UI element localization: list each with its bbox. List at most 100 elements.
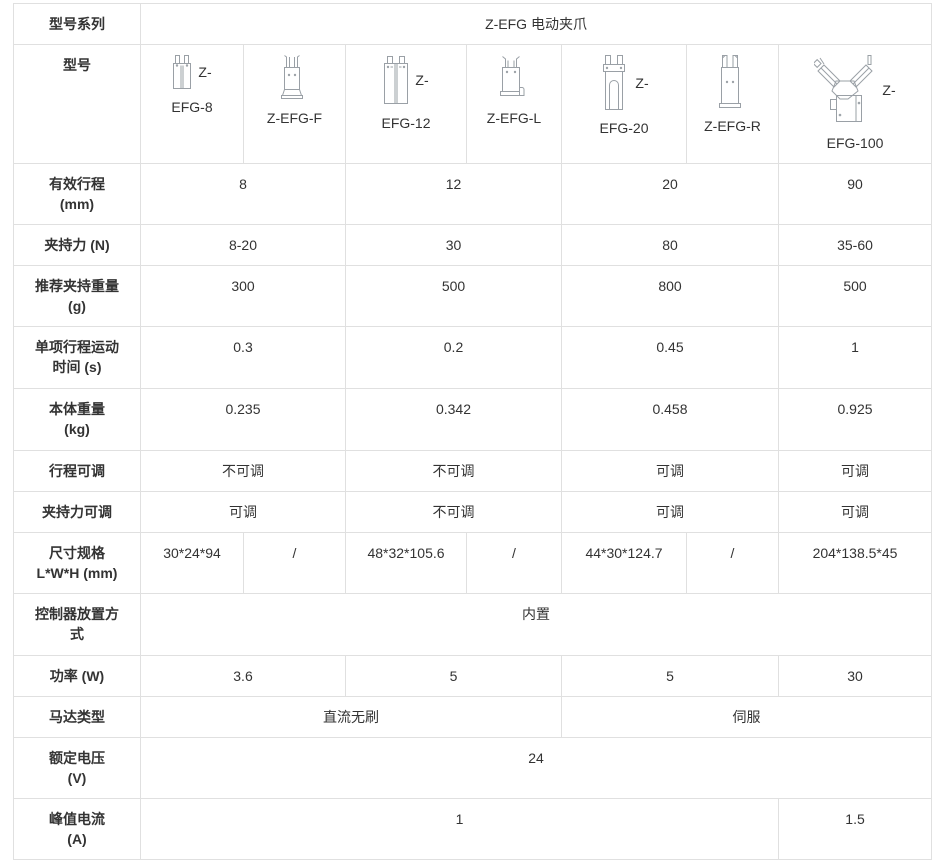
gripper-z-efg-8-icon — [172, 55, 192, 89]
model-label: EFG-8 — [171, 99, 213, 115]
model-cell: Z- EFG-20 — [561, 44, 687, 164]
model-cell: Z- EFG-8 — [140, 44, 244, 164]
spec-row-stroke-time: 单项行程运动 时间 (s) 0.3 0.2 0.45 1 — [13, 326, 932, 389]
model-label: EFG-12 — [381, 115, 431, 131]
gripper-z-efg-l-icon — [497, 55, 525, 100]
model-label-line1: Z- — [635, 74, 649, 91]
spec-value-cell: 20 — [561, 163, 779, 225]
spec-value-cell: 3.6 — [140, 655, 346, 697]
spec-value-cell: 48*32*105.6 — [345, 532, 467, 594]
spec-row-rated-voltage: 额定电压 (V) 24 — [13, 737, 932, 799]
model-label: EFG-20 — [599, 120, 649, 136]
model-label: EFG-100 — [826, 135, 884, 151]
spec-row-grip-force: 夹持力 (N) 8-20 30 80 35-60 — [13, 224, 932, 266]
model-cell: Z-EFG-F — [243, 44, 346, 164]
spec-value-cell: 500 — [345, 265, 562, 327]
spec-row-label: 功率 (W) — [13, 655, 141, 697]
spec-value-cell: 30 — [777, 655, 932, 697]
spec-value-cell: 80 — [561, 224, 779, 266]
spec-row-label: 单项行程运动 时间 (s) — [13, 326, 141, 389]
spec-value-cell: / — [243, 532, 346, 594]
spec-value-cell: / — [466, 532, 562, 594]
spec-row-body-weight: 本体重量 (kg) 0.235 0.342 0.458 0.925 — [13, 388, 932, 451]
spec-value-cell: 8-20 — [140, 224, 346, 266]
spec-row-label: 峰值电流 (A) — [13, 798, 141, 860]
spec-value-cell: 204*138.5*45 — [777, 532, 932, 594]
spec-row-peak-current: 峰值电流 (A) 1 1.5 — [13, 798, 932, 860]
series-row: 型号系列 Z-EFG 电动夹爪 — [13, 3, 932, 45]
spec-value-cell: 可调 — [140, 491, 346, 533]
spec-value-cell: 24 — [139, 737, 932, 799]
model-cell: Z- EFG-100 — [777, 44, 932, 164]
spec-row-stroke: 有效行程 (mm) 8 12 20 90 — [13, 163, 932, 225]
spec-value-cell: 30*24*94 — [140, 532, 244, 594]
model-label-line1: Z- — [415, 72, 429, 88]
spec-row-label: 夹持力可调 — [13, 491, 141, 533]
model-cell: Z- EFG-12 — [345, 44, 467, 164]
spec-row-controller-placement: 控制器放置方 式 内置 — [13, 593, 932, 656]
spec-value-cell: 可调 — [777, 450, 932, 492]
spec-value-cell: 不可调 — [345, 450, 562, 492]
spec-value-cell: 1 — [777, 326, 932, 389]
spec-value-cell: 可调 — [561, 491, 779, 533]
spec-row-label: 有效行程 (mm) — [13, 163, 141, 225]
spec-value-cell: 0.235 — [140, 388, 346, 451]
spec-value-cell: 直流无刷 — [140, 696, 562, 738]
spec-value-cell: / — [686, 532, 779, 594]
model-label-line1: Z- — [882, 82, 896, 98]
gripper-z-efg-20-icon — [599, 55, 629, 110]
spec-value-cell: 1.5 — [777, 798, 932, 860]
spec-value-cell: 300 — [140, 265, 346, 327]
spec-value-cell: 35-60 — [777, 224, 932, 266]
spec-value-cell: 0.925 — [777, 388, 932, 451]
gripper-z-efg-f-icon — [279, 55, 305, 100]
spec-row-label: 控制器放置方 式 — [13, 593, 141, 656]
spec-value-cell: 不可调 — [140, 450, 346, 492]
spec-row-force-adjustable: 夹持力可调 可调 不可调 可调 可调 — [13, 491, 932, 533]
spec-value-cell: 0.342 — [345, 388, 562, 451]
spec-value-cell: 0.458 — [561, 388, 779, 451]
spec-row-label: 夹持力 (N) — [13, 224, 141, 266]
spec-value-cell: 内置 — [139, 593, 932, 656]
spec-value-cell: 可调 — [561, 450, 779, 492]
model-row-label: 型号 — [13, 44, 141, 164]
model-label: Z-EFG-F — [266, 110, 323, 126]
gripper-z-efg-r-icon — [718, 55, 742, 108]
spec-value-cell: 0.45 — [561, 326, 779, 389]
spec-row-power: 功率 (W) 3.6 5 5 30 — [13, 655, 932, 697]
model-cell: Z-EFG-R — [686, 44, 779, 164]
spec-row-label: 额定电压 (V) — [13, 737, 141, 799]
spec-value-cell: 8 — [140, 163, 346, 225]
spec-row-dimensions: 尺寸规格 L*W*H (mm) 30*24*94 / 48*32*105.6 /… — [13, 532, 932, 594]
spec-value-cell: 800 — [561, 265, 779, 327]
spec-row-label: 尺寸规格 L*W*H (mm) — [13, 532, 141, 594]
spec-row-stroke-adjustable: 行程可调 不可调 不可调 可调 可调 — [13, 450, 932, 492]
spec-value-cell: 500 — [777, 265, 932, 327]
model-row: 型号 Z- EFG-8 — [13, 44, 932, 164]
spec-value-cell: 不可调 — [345, 491, 562, 533]
spec-row-label: 行程可调 — [13, 450, 141, 492]
spec-value-cell: 1 — [140, 798, 779, 860]
series-title: Z-EFG 电动夹爪 — [139, 3, 932, 45]
series-row-label: 型号系列 — [13, 3, 141, 45]
spec-value-cell: 90 — [777, 163, 932, 225]
spec-row-label: 马达类型 — [13, 696, 141, 738]
spec-row-recommended-weight: 推荐夹持重量 (g) 300 500 800 500 — [13, 265, 932, 327]
spec-value-cell: 0.3 — [140, 326, 346, 389]
gripper-z-efg-100-icon — [814, 55, 876, 125]
model-label-line1: Z- — [198, 64, 212, 80]
spec-row-label: 本体重量 (kg) — [13, 388, 141, 451]
spec-value-cell: 0.2 — [345, 326, 562, 389]
spec-value-cell: 12 — [345, 163, 562, 225]
spec-row-motor-type: 马达类型 直流无刷 伺服 — [13, 696, 932, 738]
model-label: Z-EFG-L — [486, 110, 542, 126]
spec-value-cell: 可调 — [777, 491, 932, 533]
spec-value-cell: 伺服 — [560, 696, 932, 738]
spec-value-cell: 44*30*124.7 — [561, 532, 687, 594]
model-cell: Z-EFG-L — [466, 44, 562, 164]
spec-value-cell: 5 — [345, 655, 562, 697]
model-label: Z-EFG-R — [704, 118, 761, 134]
gripper-spec-table: 型号系列 Z-EFG 电动夹爪 型号 Z- EFG-8 — [13, 3, 932, 860]
spec-value-cell: 30 — [345, 224, 562, 266]
